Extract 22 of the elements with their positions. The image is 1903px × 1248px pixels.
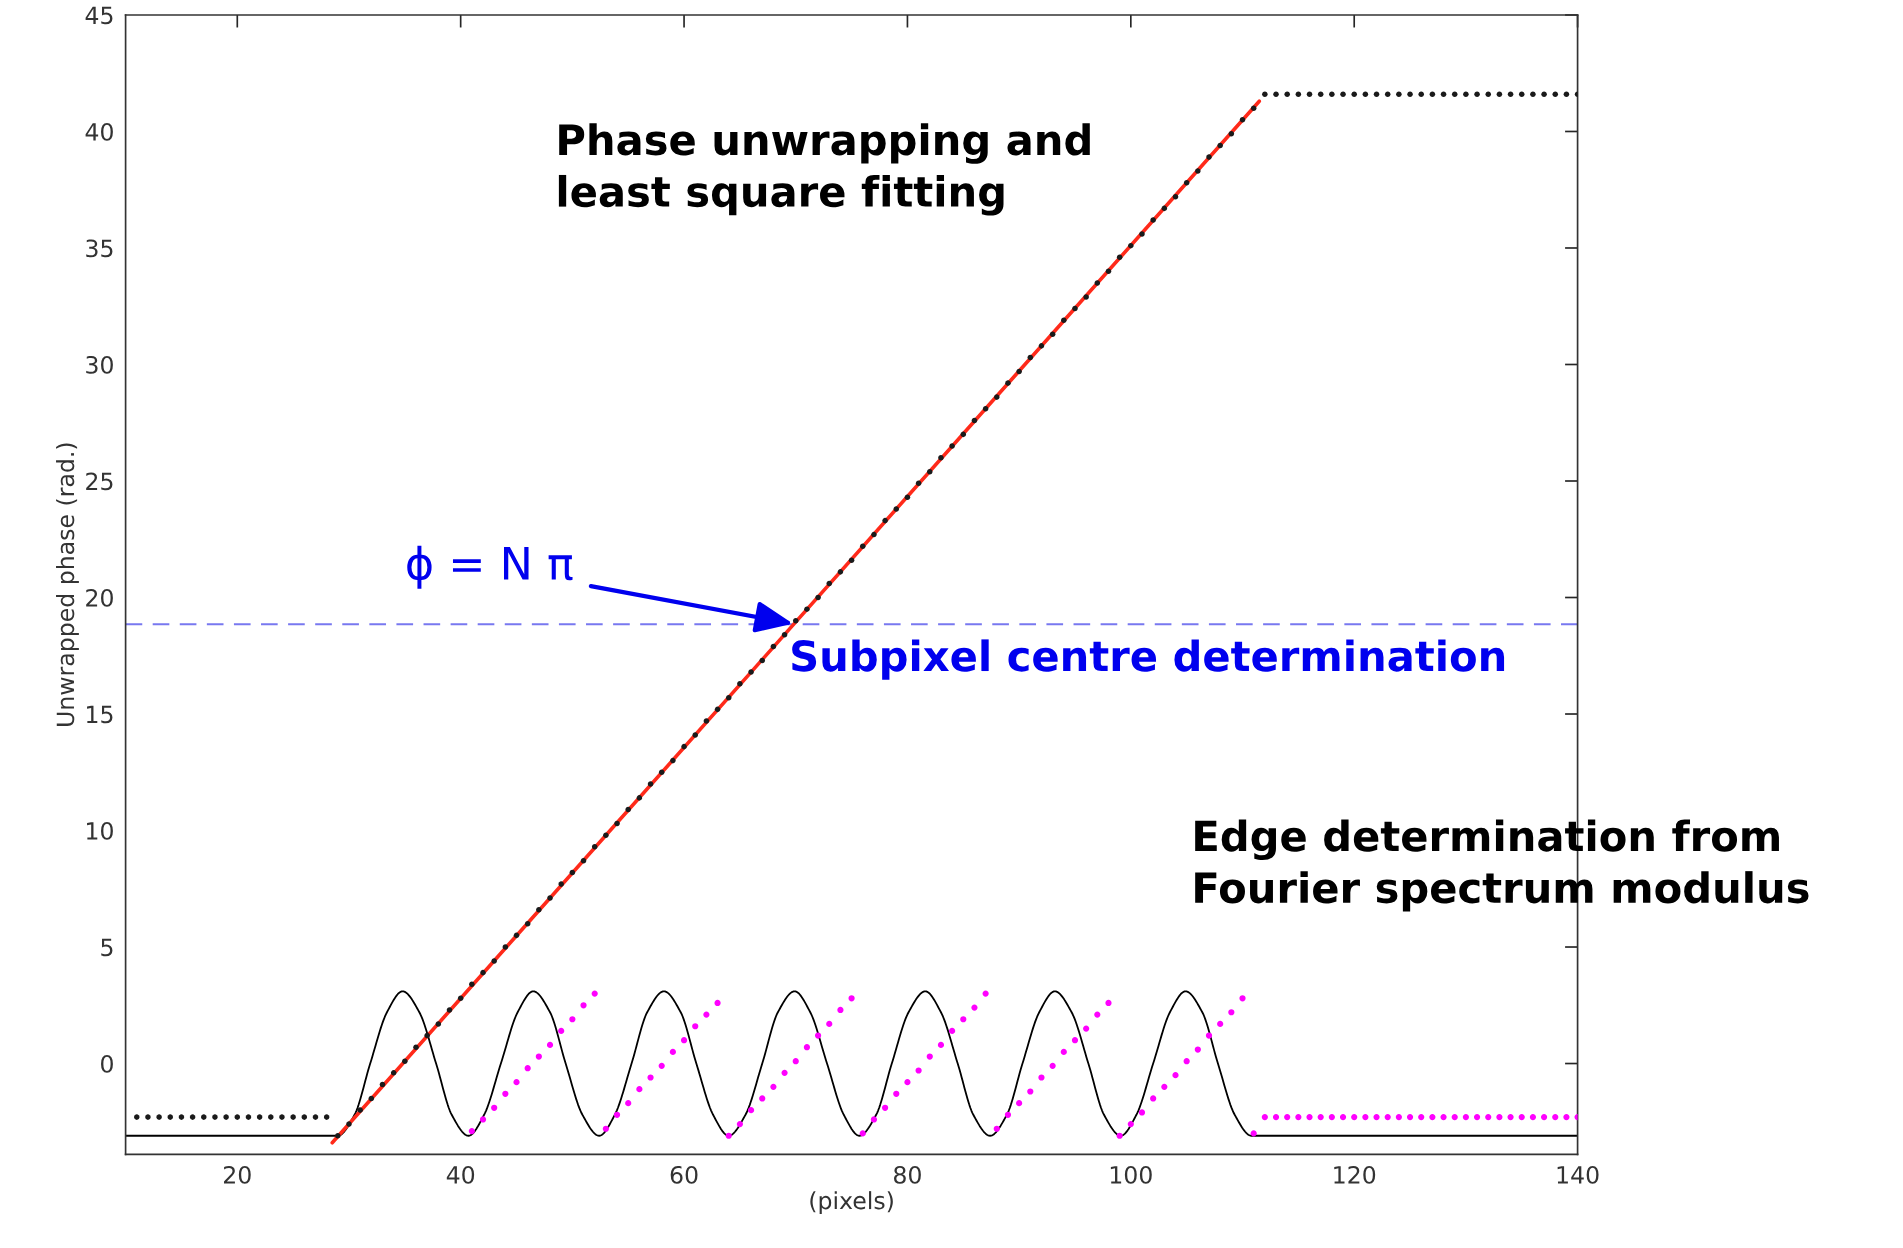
y-tick-label: 45: [85, 6, 113, 25]
x-tick-label: 60: [670, 1165, 698, 1184]
y-tick-label: 30: [86, 355, 113, 374]
x-axis-title: (pixels): [810, 1191, 893, 1214]
x-tick-label: 80: [894, 1165, 921, 1184]
y-tick-label: 35: [86, 239, 113, 258]
x-tick-label: 120: [1334, 1165, 1376, 1184]
x-tick-label: 20: [224, 1165, 251, 1184]
annotation: ϕ = N π: [407, 545, 573, 589]
y-tick-label: 10: [87, 821, 113, 840]
y-axis-title: Unwrapped phase (rad.): [56, 443, 79, 726]
annotation: Phase unwrapping and least square fitting: [558, 123, 1090, 216]
y-tick-label: 0: [101, 1054, 113, 1073]
x-tick-label: 40: [446, 1165, 475, 1184]
x-tick-label: 100: [1110, 1165, 1152, 1184]
x-tick-label: 140: [1557, 1165, 1599, 1184]
annotation: Subpixel centre determination: [792, 639, 1505, 680]
y-tick-label: 40: [85, 122, 113, 141]
y-tick-label: 25: [86, 472, 113, 491]
y-tick-label: 5: [101, 938, 113, 957]
y-tick-label: 20: [86, 588, 113, 607]
y-tick-label: 15: [87, 705, 113, 724]
